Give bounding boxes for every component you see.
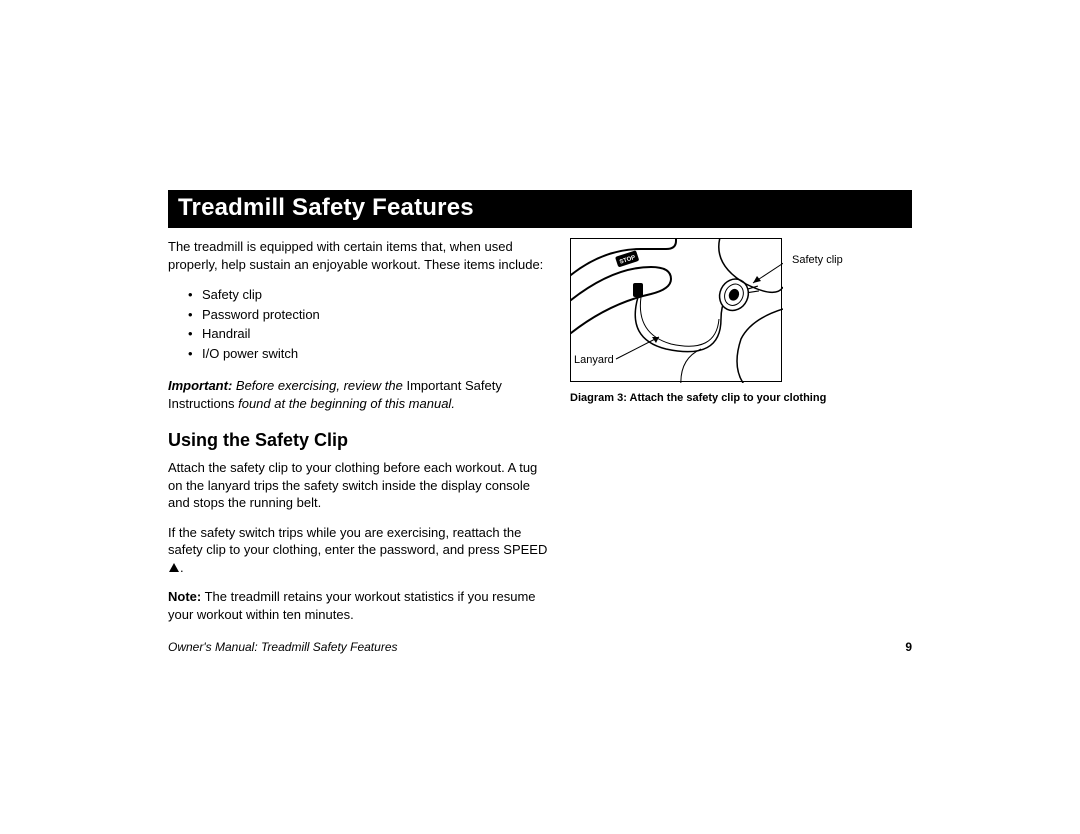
left-column: The treadmill is equipped with certain i… <box>168 238 548 636</box>
callout-safety-clip: Safety clip <box>792 254 843 266</box>
section-title: Treadmill Safety Features <box>178 194 474 221</box>
page-footer: Owner's Manual: Treadmill Safety Feature… <box>168 640 912 654</box>
list-item-text: Safety clip <box>202 287 262 302</box>
two-column-layout: The treadmill is equipped with certain i… <box>168 238 912 636</box>
list-item: Safety clip <box>188 285 548 305</box>
right-column: STOP <box>570 238 910 636</box>
important-paragraph: Important: Before exercising, review the… <box>168 377 548 412</box>
subsection-heading: Using the Safety Clip <box>168 430 548 451</box>
manual-page: Treadmill Safety Features The treadmill … <box>0 0 1080 834</box>
footer-page-number: 9 <box>905 640 912 654</box>
list-item-text: Password protection <box>202 307 320 322</box>
paragraph-2b: . <box>180 560 184 575</box>
section-title-bar: Treadmill Safety Features <box>168 190 912 228</box>
intro-paragraph: The treadmill is equipped with certain i… <box>168 238 548 273</box>
footer-left: Owner's Manual: Treadmill Safety Feature… <box>168 640 398 654</box>
paragraph-2: If the safety switch trips while you are… <box>168 524 548 577</box>
paragraph-2a: If the safety switch trips while you are… <box>168 525 547 558</box>
note-lead: Note: <box>168 589 201 604</box>
list-item: I/O power switch <box>188 344 548 364</box>
note-text: The treadmill retains your workout stati… <box>168 589 536 622</box>
up-triangle-icon <box>169 563 179 572</box>
list-item-text: I/O power switch <box>202 346 298 361</box>
list-item-text: Handrail <box>202 326 250 341</box>
important-lead: Important: <box>168 378 232 393</box>
list-item: Password protection <box>188 305 548 325</box>
callout-lanyard: Lanyard <box>574 354 614 366</box>
note-paragraph: Note: The treadmill retains your workout… <box>168 588 548 623</box>
diagram-caption: Diagram 3: Attach the safety clip to you… <box>570 392 910 404</box>
paragraph-1: Attach the safety clip to your clothing … <box>168 459 548 512</box>
important-italic-1: Before exercising, review the <box>236 378 403 393</box>
important-italic-2: found at the beginning of this manual. <box>238 396 455 411</box>
list-item: Handrail <box>188 324 548 344</box>
feature-list: Safety clip Password protection Handrail… <box>168 285 548 363</box>
